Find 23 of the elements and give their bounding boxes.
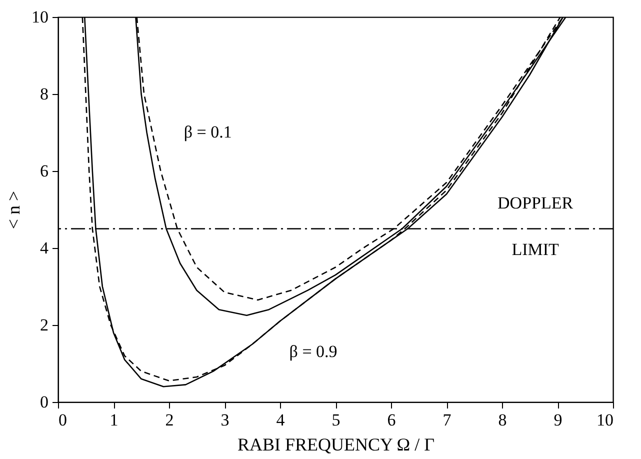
- y-tick-label: 8: [40, 84, 48, 104]
- y-tick-label: 10: [32, 8, 48, 26]
- x-tick-label: 3: [220, 410, 230, 430]
- y-axis-title: < n >: [4, 190, 24, 230]
- x-tick-label: 10: [596, 410, 614, 430]
- y-tick-label: 4: [40, 238, 49, 258]
- annotation: β = 0.9: [289, 342, 338, 361]
- x-tick-label: 7: [442, 410, 452, 430]
- x-tick-label: 9: [554, 410, 562, 430]
- x-tick-label: 6: [387, 410, 396, 430]
- x-tick-label: 8: [498, 410, 507, 430]
- annotation: DOPPLER: [498, 194, 574, 213]
- y-tick-label: 0: [40, 392, 48, 412]
- x-tick-label: 1: [110, 410, 118, 430]
- x-tick-label: 5: [332, 410, 340, 430]
- x-tick-label: 2: [165, 410, 174, 430]
- y-tick-label: 2: [40, 316, 48, 334]
- x-axis-title: RABI FREQUENCY Ω / Γ: [237, 434, 435, 454]
- y-tick-label: 6: [40, 162, 48, 180]
- x-tick-label: 0: [58, 410, 67, 430]
- annotation: LIMIT: [512, 240, 560, 259]
- annotation: β = 0.1: [184, 122, 232, 142]
- x-tick-label: 4: [276, 410, 286, 430]
